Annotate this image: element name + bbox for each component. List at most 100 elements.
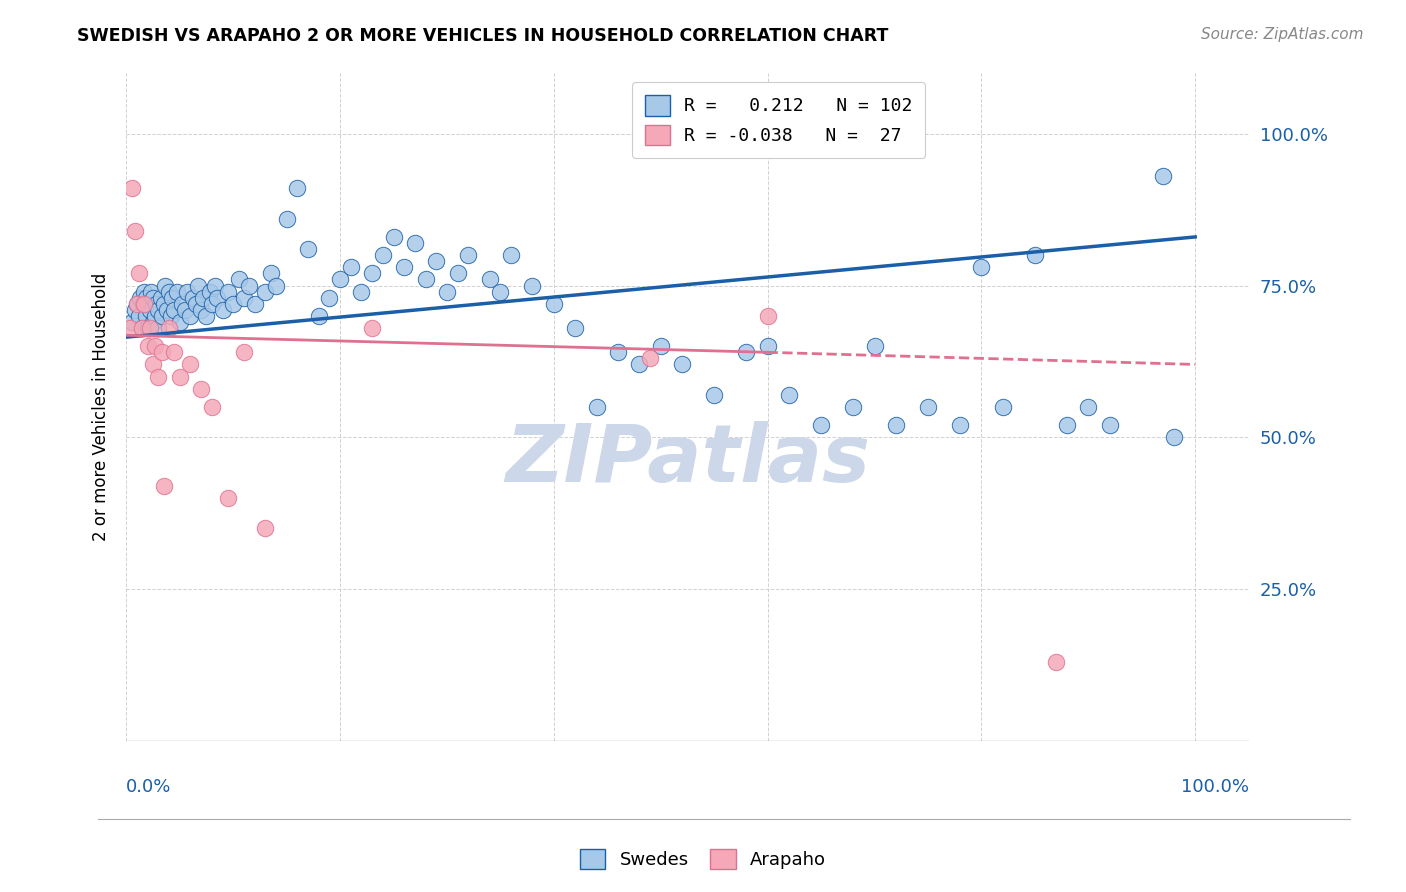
Point [949, 418, 972, 433]
Point [187, 278, 209, 293]
Point [145, 297, 167, 311]
Point [628, 358, 651, 372]
Point [201, 400, 224, 414]
Point [392, 260, 415, 275]
Point [170, 297, 193, 311]
Point [131, 321, 153, 335]
Point [125, 297, 148, 311]
Y-axis label: 2 or more Vehicles in Household: 2 or more Vehicles in Household [93, 273, 110, 541]
Point [139, 302, 162, 317]
Point [150, 309, 173, 323]
Point [132, 297, 155, 311]
Text: ZIPatlas: ZIPatlas [505, 421, 870, 500]
Point [970, 260, 993, 275]
Point [489, 285, 512, 299]
Point [198, 285, 221, 299]
Point [756, 339, 779, 353]
Point [404, 235, 426, 250]
Point [457, 248, 479, 262]
Point [128, 309, 150, 323]
Point [179, 309, 201, 323]
Point [152, 297, 174, 311]
Point [136, 297, 159, 311]
Point [139, 285, 162, 299]
Point [211, 302, 233, 317]
Point [425, 254, 447, 268]
Point [193, 291, 215, 305]
Point [163, 345, 186, 359]
Point [243, 297, 266, 311]
Point [148, 369, 170, 384]
Point [195, 309, 218, 323]
Point [1056, 418, 1078, 433]
Point [276, 211, 298, 226]
Point [501, 248, 523, 262]
Point [169, 369, 191, 384]
Point [863, 339, 886, 353]
Point [650, 339, 672, 353]
Point [361, 266, 384, 280]
Point [201, 297, 224, 311]
Point [382, 230, 405, 244]
Point [118, 321, 141, 335]
Point [917, 400, 939, 414]
Point [179, 358, 201, 372]
Point [297, 242, 319, 256]
Point [124, 224, 146, 238]
Point [222, 297, 245, 311]
Point [436, 285, 458, 299]
Point [152, 479, 174, 493]
Point [176, 285, 198, 299]
Text: 0.0%: 0.0% [127, 778, 172, 796]
Point [142, 291, 165, 305]
Point [842, 400, 865, 414]
Point [446, 266, 468, 280]
Point [703, 388, 725, 402]
Point [148, 321, 170, 335]
Point [139, 321, 162, 335]
Point [149, 291, 172, 305]
Point [228, 272, 250, 286]
Point [142, 358, 165, 372]
Point [136, 321, 159, 335]
Point [1163, 430, 1185, 444]
Point [361, 321, 384, 335]
Point [125, 297, 148, 311]
Point [160, 309, 183, 323]
Point [134, 297, 156, 311]
Point [232, 345, 254, 359]
Point [522, 278, 544, 293]
Point [884, 418, 907, 433]
Point [756, 309, 779, 323]
Point [129, 291, 152, 305]
Point [174, 302, 197, 317]
Point [1098, 418, 1121, 433]
Point [564, 321, 586, 335]
Point [232, 291, 254, 305]
Point [204, 278, 226, 293]
Text: SWEDISH VS ARAPAHO 2 OR MORE VEHICLES IN HOUSEHOLD CORRELATION CHART: SWEDISH VS ARAPAHO 2 OR MORE VEHICLES IN… [77, 27, 889, 45]
Point [121, 181, 143, 195]
Point [128, 266, 150, 280]
Point [478, 272, 501, 286]
Point [205, 291, 228, 305]
Text: 100.0%: 100.0% [1181, 778, 1249, 796]
Point [1077, 400, 1099, 414]
Point [153, 278, 176, 293]
Point [184, 297, 207, 311]
Point [318, 291, 340, 305]
Point [166, 285, 188, 299]
Legend: Swedes, Arapaho: Swedes, Arapaho [571, 839, 835, 879]
Point [308, 309, 330, 323]
Point [1024, 248, 1046, 262]
Point [991, 400, 1014, 414]
Point [415, 272, 437, 286]
Point [134, 285, 156, 299]
Point [156, 302, 179, 317]
Point [671, 358, 693, 372]
Point [181, 291, 204, 305]
Point [157, 285, 180, 299]
Point [121, 315, 143, 329]
Point [238, 278, 260, 293]
Point [810, 418, 832, 433]
